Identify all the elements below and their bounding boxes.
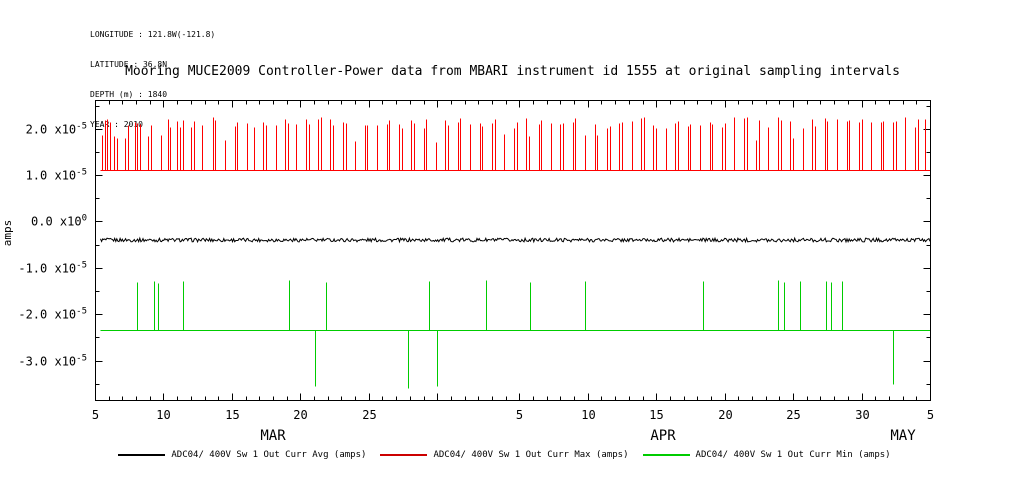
- header-year: YEAR : 2010: [90, 120, 143, 129]
- legend-item-max: ADC04/ 400V Sw 1 Out Curr Max (amps): [380, 450, 629, 460]
- header-depth: DEPTH (m) : 1840: [90, 90, 168, 99]
- svg-text:25: 25: [786, 408, 800, 422]
- series-max: [100, 117, 930, 171]
- svg-text:5: 5: [927, 408, 934, 422]
- month-labels: MAR APR MAY: [260, 428, 916, 444]
- svg-text:5: 5: [92, 408, 99, 422]
- legend-swatch-max: [380, 454, 428, 456]
- svg-text:MAR: MAR: [260, 428, 286, 444]
- svg-text:0.0 x100: 0.0 x100: [31, 214, 87, 229]
- legend-label-min: ADC04/ 400V Sw 1 Out Curr Min (amps): [695, 450, 891, 460]
- legend-swatch-avg: [118, 454, 166, 456]
- svg-text:20: 20: [293, 408, 307, 422]
- svg-text:15: 15: [225, 408, 239, 422]
- svg-text:30: 30: [855, 408, 869, 422]
- legend-item-min: ADC04/ 400V Sw 1 Out Curr Min (amps): [642, 450, 891, 460]
- header-latitude: LATITUDE : 36.8N: [90, 60, 168, 69]
- page-title: Mooring MUCE2009 Controller-Power data f…: [125, 64, 900, 79]
- series-min: [100, 280, 930, 389]
- legend-label-max: ADC04/ 400V Sw 1 Out Curr Max (amps): [433, 450, 629, 460]
- svg-text:-1.0 x10-5: -1.0 x10-5: [18, 261, 87, 276]
- svg-text:20: 20: [718, 408, 732, 422]
- series-avg: [100, 236, 931, 244]
- legend-swatch-min: [642, 454, 690, 456]
- axis-ticks: [95, 100, 931, 401]
- svg-text:15: 15: [649, 408, 663, 422]
- header-longitude: LONGITUDE : 121.8W(-121.8): [90, 30, 216, 39]
- legend-label-avg: ADC04/ 400V Sw 1 Out Curr Avg (amps): [171, 450, 367, 460]
- legend-item-avg: ADC04/ 400V Sw 1 Out Curr Avg (amps): [118, 450, 366, 460]
- svg-text:MAY: MAY: [890, 428, 916, 444]
- svg-text:25: 25: [362, 408, 376, 422]
- svg-text:-2.0 x10-5: -2.0 x10-5: [18, 307, 87, 322]
- axis-tick-labels: 2.0 x10-5 1.0 x10-5 0.0 x100 -1.0 x10-5 -2.0…: [18, 122, 934, 423]
- svg-text:10: 10: [156, 408, 170, 422]
- svg-text:2.0 x10-5: 2.0 x10-5: [26, 122, 87, 137]
- legend: ADC04/ 400V Sw 1 Out Curr Avg (amps) ADC…: [0, 450, 1009, 460]
- plot-frame: [95, 100, 931, 401]
- header-info: LONGITUDE : 121.8W(-121.8) LATITUDE : 36…: [90, 10, 215, 150]
- svg-text:APR: APR: [650, 428, 676, 444]
- svg-text:10: 10: [581, 408, 595, 422]
- svg-text:5: 5: [516, 408, 523, 422]
- svg-text:-3.0 x10-5: -3.0 x10-5: [18, 354, 87, 369]
- svg-text:1.0 x10-5: 1.0 x10-5: [26, 168, 87, 183]
